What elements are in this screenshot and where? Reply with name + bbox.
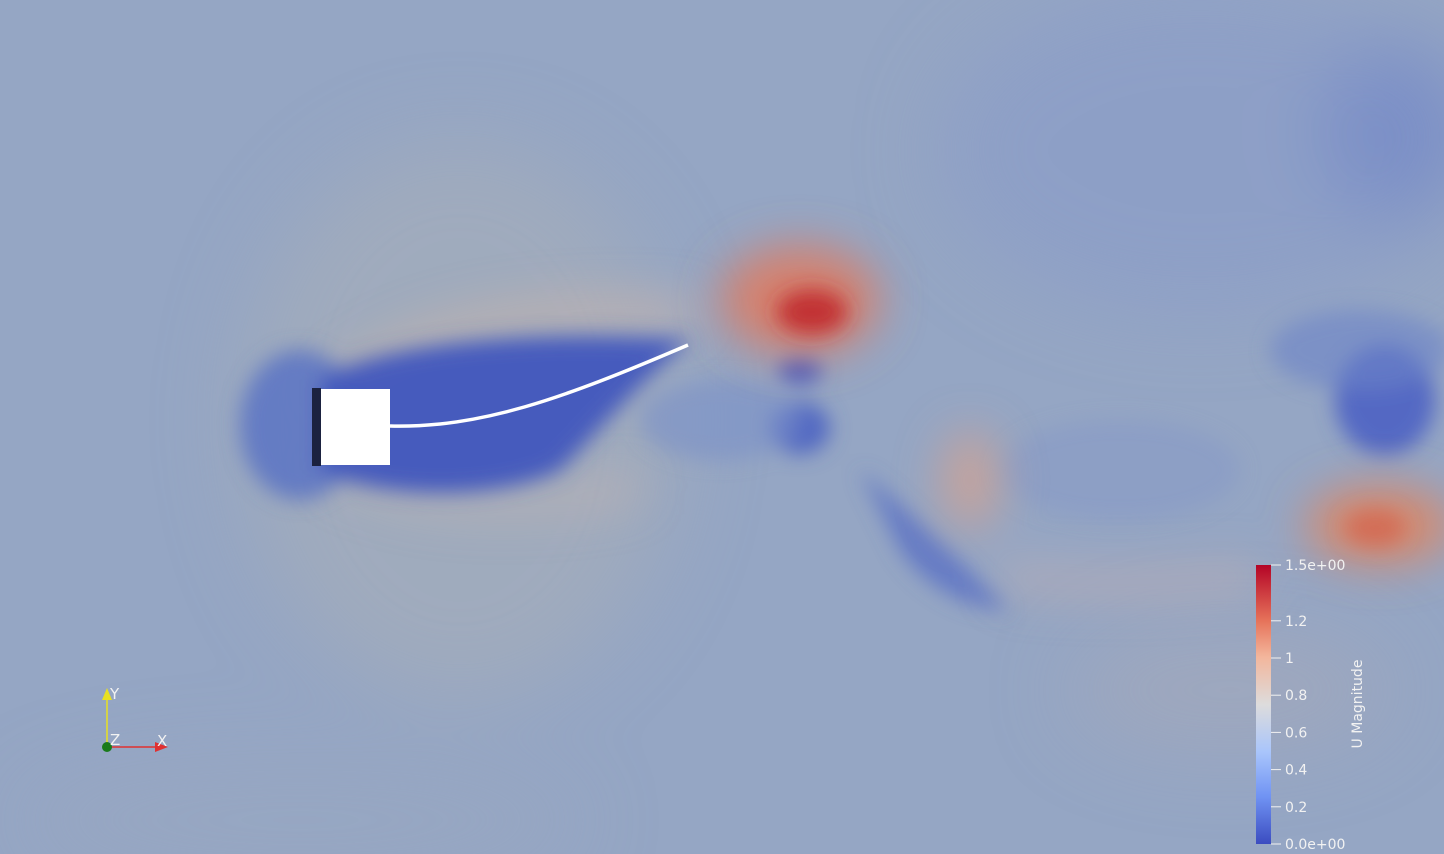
y-axis-arrow <box>102 688 112 700</box>
vortex-core <box>777 290 1405 546</box>
colorbar-tick-label: 0.4 <box>1285 763 1307 779</box>
colorbar-tick-label: 1.5e+00 <box>1285 558 1345 574</box>
colorbar-gradient <box>1256 565 1271 844</box>
colorbar-tick-label: 0.8 <box>1285 688 1307 704</box>
colorbar: 1.5e+00 1.2 1 0.8 0.6 0.4 0.2 0.0e+00 U Magnitud… <box>1256 558 1366 853</box>
flexible-flap <box>389 343 689 428</box>
colorbar-tick-label: 0.0e+00 <box>1285 837 1345 853</box>
x-axis-arrow <box>155 742 168 752</box>
colorbar-tick-label: 0.2 <box>1285 800 1307 816</box>
colorbar-tick-label: 1 <box>1285 651 1294 667</box>
colorbar-title: U Magnitude <box>1350 660 1366 749</box>
z-axis-dot <box>102 742 112 752</box>
z-axis-label: Z <box>110 731 120 749</box>
colorbar-tick-label: 0.6 <box>1285 725 1307 741</box>
square-cylinder <box>321 389 390 465</box>
colorbar-tick-label: 1.2 <box>1285 614 1307 630</box>
y-axis-label: Y <box>109 685 120 703</box>
shear-layer-halo <box>320 296 700 516</box>
body-shadow <box>312 388 321 466</box>
x-axis-label: X <box>157 732 167 750</box>
orientation-axes: Y Z X <box>102 685 168 752</box>
